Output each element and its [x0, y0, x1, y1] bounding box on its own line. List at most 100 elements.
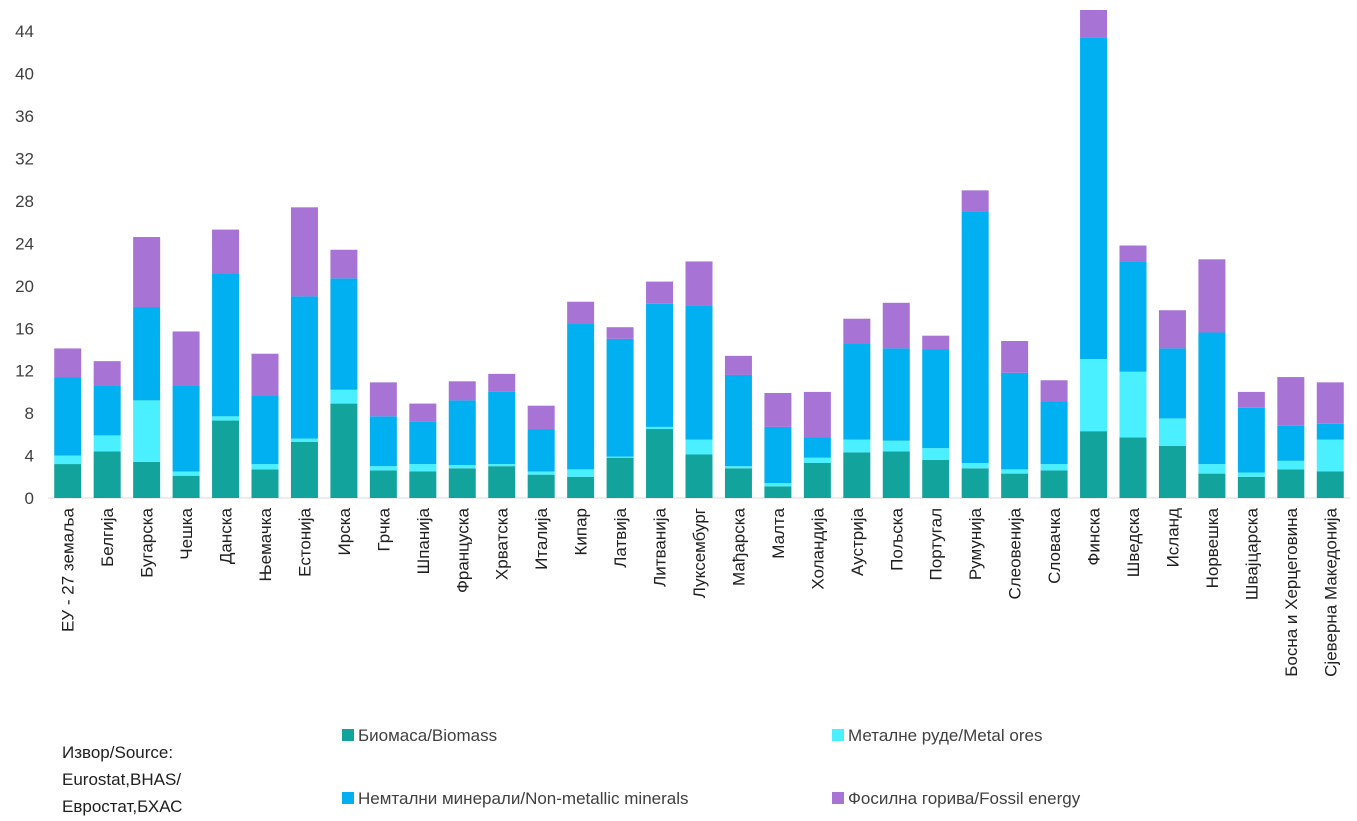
bar-segment-series-0: [882, 451, 910, 498]
y-tick-label: 44: [15, 22, 34, 41]
y-axis-ticks: 0 4 8 12 16 20 24 28 32 36 40 44: [15, 22, 34, 508]
bar-segment-series-1: [172, 471, 200, 476]
y-tick-label: 8: [25, 404, 34, 423]
x-tick-label: Њемачка: [256, 507, 275, 581]
bar-segment-series-0: [961, 468, 989, 498]
x-tick-label: Исланд: [1163, 508, 1182, 567]
bar-segment-series-1: [1001, 469, 1029, 474]
bar-segment-series-0: [1316, 471, 1344, 498]
bar-segment-series-1: [290, 438, 318, 442]
bar-segment-series-3: [1080, 10, 1108, 38]
bar-segment-series-1: [409, 464, 437, 472]
bar-segment-series-0: [330, 403, 358, 498]
bar-segment-series-1: [1158, 418, 1186, 447]
bar-segment-series-2: [54, 377, 82, 456]
bar-segment-series-0: [1119, 437, 1147, 498]
source-note: Извор/Source: Eurostat,BHAS/ Евростат,БХ…: [62, 739, 262, 820]
x-tick-label: Хрватска: [493, 507, 512, 580]
legend-swatch: [832, 729, 844, 741]
bar-segment-series-3: [172, 331, 200, 386]
x-tick-label: Финска: [1085, 507, 1104, 565]
x-tick-label: Грчка: [374, 507, 393, 551]
bar-segment-series-2: [764, 426, 792, 484]
bar-segment-series-0: [133, 461, 161, 498]
bar-segment-series-0: [1080, 431, 1108, 498]
source-line-3: Евростат,БХАС: [62, 797, 183, 816]
bar-segment-series-3: [290, 207, 318, 297]
y-tick-label: 16: [15, 319, 34, 338]
legend-swatch: [342, 792, 354, 804]
bar-segment-series-1: [133, 400, 161, 462]
bar-segment-series-1: [369, 466, 397, 471]
y-tick-label: 24: [15, 234, 34, 253]
bar-segment-series-1: [1198, 464, 1226, 474]
legend-swatch: [832, 792, 844, 804]
bar-segment-series-2: [1001, 372, 1029, 470]
bar-segment-series-0: [646, 429, 674, 498]
bar-segment-series-2: [133, 307, 161, 401]
bar-segment-series-1: [1277, 460, 1305, 470]
source-line-2: Eurostat,BHAS/: [62, 770, 182, 789]
bar-segment-series-1: [685, 439, 713, 455]
bar-segment-series-3: [646, 281, 674, 304]
bar-segment-series-2: [606, 338, 634, 457]
bar-segment-series-2: [369, 416, 397, 467]
y-tick-label: 36: [15, 107, 34, 126]
bar-segment-series-1: [1119, 371, 1147, 438]
bar-segment-series-0: [567, 476, 595, 498]
bar-segment-series-2: [961, 211, 989, 463]
bar-segment-series-0: [922, 459, 950, 498]
x-tick-label: Холандија: [808, 507, 827, 589]
bar-segment-series-1: [527, 471, 555, 475]
bar-segment-series-2: [685, 305, 713, 440]
x-tick-label: ЕУ - 27 земаља: [59, 507, 78, 631]
bar-segment-series-0: [685, 454, 713, 498]
bar-segment-series-2: [172, 385, 200, 472]
bar-segment-series-0: [764, 486, 792, 498]
bar-segment-series-3: [1001, 340, 1029, 373]
bar-segment-series-0: [1040, 470, 1068, 498]
bar-segment-series-0: [93, 451, 121, 498]
bar-segment-series-2: [646, 303, 674, 427]
bar-segment-series-1: [54, 455, 82, 465]
bar-segment-series-0: [843, 452, 871, 498]
bar-segment-series-1: [330, 389, 358, 404]
x-tick-label: Малта: [769, 507, 788, 558]
bar-segment-series-2: [1277, 425, 1305, 461]
bar-segment-series-0: [724, 468, 752, 498]
bar-segment-series-1: [1316, 439, 1344, 472]
bar-segment-series-2: [93, 385, 121, 436]
legend-label: Немтални минерали/Non-metallic minerals: [358, 789, 689, 808]
bar-segment-series-0: [1198, 473, 1226, 498]
bar-segment-series-2: [251, 395, 279, 465]
bar-segment-series-3: [212, 229, 240, 274]
x-tick-label: Белгија: [98, 507, 117, 566]
x-tick-label: Луксембург: [690, 508, 709, 598]
bar-segment-series-3: [93, 361, 121, 386]
bar-segment-series-2: [724, 374, 752, 467]
bar-segment-series-2: [567, 324, 595, 470]
x-tick-label: Босна и Херцеговина: [1282, 507, 1301, 676]
bar-segment-series-3: [251, 353, 279, 396]
bar-segment-series-2: [1316, 423, 1344, 440]
x-tick-label: Кипар: [572, 508, 591, 556]
bar-segment-series-0: [212, 420, 240, 498]
y-tick-label: 40: [15, 65, 34, 84]
bar-segment-series-3: [409, 403, 437, 422]
bar-segment-series-0: [606, 457, 634, 498]
y-tick-label: 12: [15, 362, 34, 381]
bars: [54, 10, 1344, 498]
bar-segment-series-1: [882, 440, 910, 452]
bar-segment-series-1: [212, 416, 240, 421]
bar-segment-series-2: [803, 437, 831, 458]
x-tick-label: Швајцарска: [1242, 507, 1261, 600]
bar-segment-series-1: [961, 462, 989, 469]
legend-label: Биомаса/Biomass: [358, 726, 497, 745]
bar-segment-series-0: [54, 464, 82, 498]
y-tick-label: 4: [25, 447, 34, 466]
x-tick-label: Мађарска: [729, 507, 748, 585]
bar-segment-series-1: [1040, 464, 1068, 471]
bar-segment-series-3: [488, 373, 516, 392]
bar-segment-series-3: [448, 381, 476, 401]
